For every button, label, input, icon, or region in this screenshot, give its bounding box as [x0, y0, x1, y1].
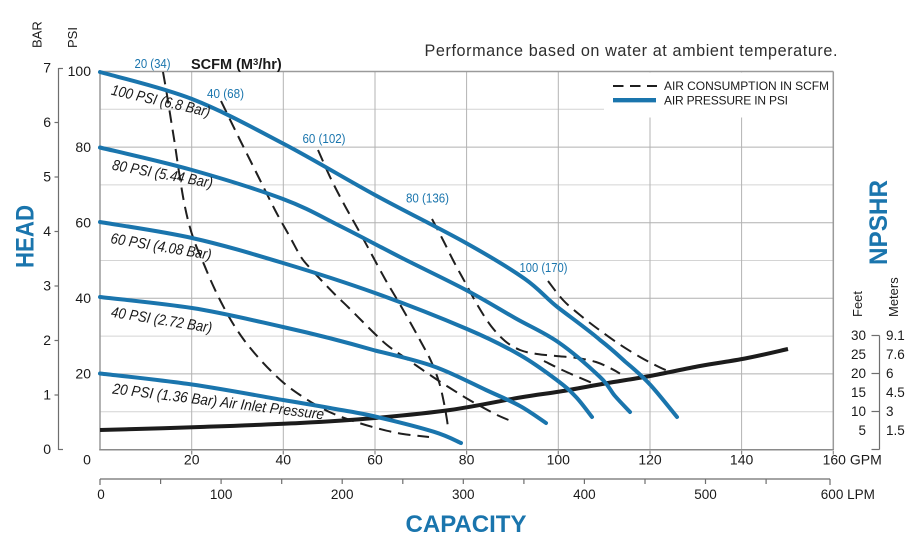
svg-text:5: 5: [43, 169, 51, 185]
svg-text:30: 30: [851, 328, 866, 343]
svg-text:PSI: PSI: [65, 27, 80, 48]
svg-text:SCFM (M3/hr): SCFM (M3/hr): [191, 57, 282, 73]
svg-text:20 (34): 20 (34): [135, 56, 171, 71]
svg-text:AIR CONSUMPTION IN SCFM: AIR CONSUMPTION IN SCFM: [664, 79, 829, 93]
svg-text:4.5: 4.5: [886, 385, 905, 400]
svg-text:500: 500: [694, 487, 717, 502]
svg-text:80: 80: [75, 139, 91, 155]
svg-text:80: 80: [459, 452, 475, 468]
svg-text:2: 2: [43, 332, 51, 348]
svg-text:6: 6: [886, 366, 894, 381]
svg-text:60 (102): 60 (102): [303, 131, 346, 146]
svg-text:4: 4: [43, 223, 51, 239]
svg-text:40: 40: [75, 290, 91, 306]
svg-text:100: 100: [68, 63, 92, 79]
svg-text:100: 100: [547, 452, 571, 468]
svg-text:5: 5: [858, 423, 866, 438]
svg-text:20: 20: [75, 366, 91, 382]
svg-text:10: 10: [851, 404, 866, 419]
svg-text:Meters: Meters: [886, 277, 901, 317]
svg-text:140: 140: [730, 452, 754, 468]
svg-text:40: 40: [276, 452, 292, 468]
svg-text:0: 0: [43, 441, 51, 457]
svg-text:1.5: 1.5: [886, 423, 905, 438]
svg-text:7: 7: [43, 60, 51, 76]
svg-text:BAR: BAR: [30, 21, 45, 48]
svg-text:AIR PRESSURE IN PSI: AIR PRESSURE IN PSI: [664, 94, 788, 108]
svg-text:7.6: 7.6: [886, 347, 905, 362]
svg-text:Feet: Feet: [850, 291, 865, 317]
svg-text:25: 25: [851, 347, 866, 362]
svg-text:20: 20: [851, 366, 866, 381]
svg-text:3: 3: [886, 404, 894, 419]
svg-text:80 (136): 80 (136): [406, 191, 449, 206]
svg-text:3: 3: [43, 278, 51, 294]
svg-text:20: 20: [184, 452, 200, 468]
svg-text:100: 100: [210, 487, 233, 502]
svg-text:1: 1: [43, 387, 51, 403]
svg-text:200: 200: [331, 487, 354, 502]
svg-text:100 (170): 100 (170): [520, 260, 568, 275]
svg-text:400: 400: [573, 487, 596, 502]
svg-text:CAPACITY: CAPACITY: [406, 511, 527, 538]
svg-text:NPSHR: NPSHR: [865, 180, 893, 265]
svg-text:0: 0: [97, 487, 105, 502]
svg-text:300: 300: [452, 487, 475, 502]
svg-text:15: 15: [851, 385, 866, 400]
svg-text:HEAD: HEAD: [12, 205, 40, 268]
svg-text:600 LPM: 600 LPM: [821, 487, 875, 502]
svg-text:Performance based on water at: Performance based on water at ambient te…: [425, 42, 838, 60]
svg-text:60: 60: [75, 214, 91, 230]
svg-text:60: 60: [367, 452, 383, 468]
svg-text:120: 120: [638, 452, 662, 468]
svg-text:40 (68): 40 (68): [207, 86, 244, 101]
svg-text:160 GPM: 160 GPM: [823, 452, 882, 468]
svg-text:0: 0: [83, 452, 91, 468]
svg-text:9.1: 9.1: [886, 328, 905, 343]
svg-text:6: 6: [43, 114, 51, 130]
